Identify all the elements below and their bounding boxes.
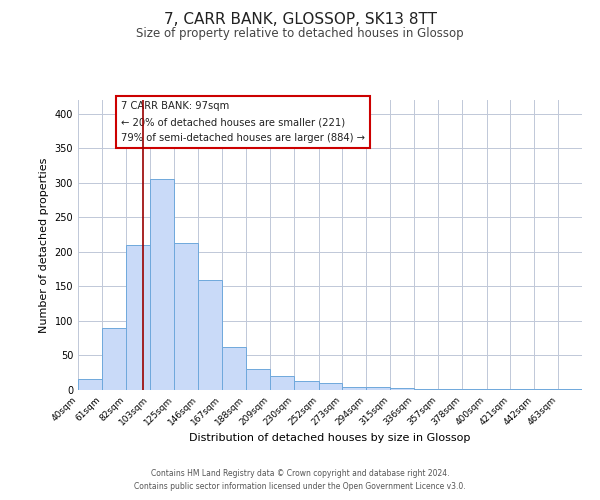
Text: Contains public sector information licensed under the Open Government Licence v3: Contains public sector information licen…: [134, 482, 466, 491]
Bar: [293, 381, 319, 390]
Bar: [246, 370, 270, 390]
Text: Size of property relative to detached houses in Glossop: Size of property relative to detached ho…: [136, 28, 464, 40]
Text: Contains HM Land Registry data © Crown copyright and database right 2024.: Contains HM Land Registry data © Crown c…: [151, 468, 449, 477]
Bar: [367, 386, 390, 390]
Bar: [149, 180, 175, 390]
Bar: [390, 388, 414, 390]
Bar: [199, 280, 222, 390]
X-axis label: Distribution of detached houses by size in Glossop: Distribution of detached houses by size …: [190, 432, 470, 442]
Bar: [319, 383, 343, 390]
Bar: [438, 388, 461, 390]
Y-axis label: Number of detached properties: Number of detached properties: [39, 158, 49, 332]
Bar: [414, 388, 438, 390]
Bar: [175, 243, 199, 390]
Bar: [487, 388, 511, 390]
Bar: [125, 245, 149, 390]
Bar: [78, 379, 102, 390]
Bar: [535, 388, 558, 390]
Bar: [343, 386, 367, 390]
Bar: [102, 328, 125, 390]
Text: 7, CARR BANK, GLOSSOP, SK13 8TT: 7, CARR BANK, GLOSSOP, SK13 8TT: [163, 12, 437, 28]
Bar: [222, 346, 246, 390]
Bar: [511, 388, 535, 390]
Bar: [270, 376, 293, 390]
Bar: [558, 388, 582, 390]
Bar: [461, 388, 487, 390]
Text: 7 CARR BANK: 97sqm
← 20% of detached houses are smaller (221)
79% of semi-detach: 7 CARR BANK: 97sqm ← 20% of detached hou…: [121, 102, 365, 142]
